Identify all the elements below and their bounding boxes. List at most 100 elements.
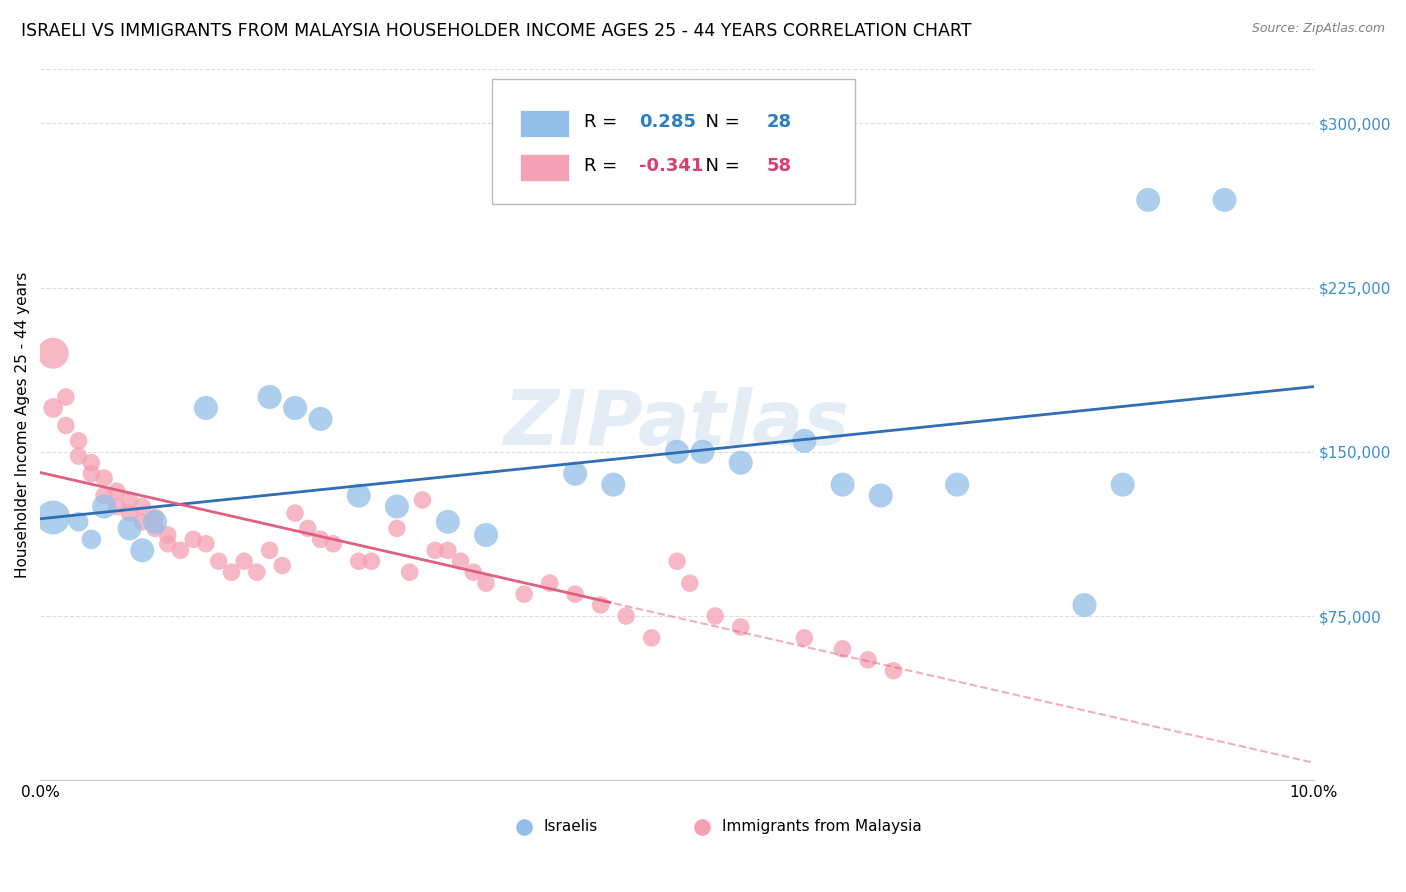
Point	[143, 521, 166, 535]
Y-axis label: Householder Income Ages 25 - 44 years: Householder Income Ages 25 - 44 years	[15, 271, 30, 578]
Point	[297, 521, 319, 535]
Point	[42, 346, 65, 360]
Point	[831, 641, 853, 656]
Point	[513, 587, 536, 601]
Point	[181, 533, 204, 547]
Point	[105, 500, 128, 514]
Point	[1073, 598, 1095, 612]
Point	[221, 565, 243, 579]
Text: 0.285: 0.285	[638, 112, 696, 130]
Point	[208, 554, 231, 568]
Point	[564, 587, 586, 601]
Text: -0.341: -0.341	[638, 157, 703, 175]
FancyBboxPatch shape	[520, 111, 569, 137]
Point	[679, 576, 702, 591]
Point	[80, 467, 103, 481]
Point	[67, 515, 90, 529]
Point	[437, 543, 460, 558]
Text: N =: N =	[693, 157, 745, 175]
Point	[1213, 193, 1236, 207]
Point	[143, 510, 166, 524]
Point	[398, 565, 420, 579]
Point	[93, 489, 115, 503]
Point	[882, 664, 904, 678]
Point	[309, 533, 332, 547]
Point	[614, 609, 637, 624]
Point	[538, 576, 561, 591]
Point	[131, 500, 153, 514]
Text: ISRAELI VS IMMIGRANTS FROM MALAYSIA HOUSEHOLDER INCOME AGES 25 - 44 YEARS CORREL: ISRAELI VS IMMIGRANTS FROM MALAYSIA HOUS…	[21, 22, 972, 40]
Point	[360, 554, 382, 568]
Point	[793, 631, 815, 645]
Point	[55, 390, 77, 404]
Point	[194, 537, 217, 551]
Point	[666, 444, 689, 458]
Point	[347, 489, 370, 503]
Text: R =: R =	[583, 157, 623, 175]
Point	[169, 543, 191, 558]
Text: Source: ZipAtlas.com: Source: ZipAtlas.com	[1251, 22, 1385, 36]
Point	[284, 401, 307, 415]
Text: 58: 58	[766, 157, 792, 175]
Text: 28: 28	[766, 112, 792, 130]
Point	[42, 510, 65, 524]
Point	[271, 558, 294, 573]
Point	[831, 477, 853, 491]
Text: R =: R =	[583, 112, 623, 130]
Point	[118, 521, 141, 535]
Point	[118, 506, 141, 520]
Point	[385, 521, 408, 535]
Point	[450, 554, 472, 568]
Point	[131, 515, 153, 529]
Point	[856, 653, 879, 667]
Point	[423, 543, 446, 558]
Point	[640, 631, 662, 645]
Point	[602, 477, 624, 491]
Point	[93, 500, 115, 514]
Point	[463, 565, 485, 579]
Point	[692, 444, 714, 458]
Point	[730, 620, 752, 634]
Point	[589, 598, 612, 612]
Point	[80, 533, 103, 547]
Point	[156, 537, 179, 551]
Point	[411, 492, 433, 507]
Point	[93, 471, 115, 485]
FancyBboxPatch shape	[492, 79, 855, 203]
Point	[55, 418, 77, 433]
Text: Israelis: Israelis	[543, 819, 598, 834]
Text: Immigrants from Malaysia: Immigrants from Malaysia	[721, 819, 921, 834]
Point	[385, 500, 408, 514]
Point	[67, 434, 90, 448]
Point	[322, 537, 344, 551]
Point	[156, 528, 179, 542]
Point	[143, 515, 166, 529]
Point	[118, 492, 141, 507]
Point	[564, 467, 586, 481]
Point	[233, 554, 256, 568]
Point	[284, 506, 307, 520]
Point	[704, 609, 727, 624]
Point	[259, 390, 281, 404]
Point	[259, 543, 281, 558]
Point	[946, 477, 969, 491]
Point	[347, 554, 370, 568]
Point	[309, 412, 332, 426]
Point	[194, 401, 217, 415]
Point	[131, 543, 153, 558]
Point	[475, 528, 498, 542]
Point	[105, 484, 128, 499]
Point	[475, 576, 498, 591]
Point	[246, 565, 269, 579]
Point	[730, 456, 752, 470]
Point	[42, 401, 65, 415]
Point	[666, 554, 689, 568]
Point	[67, 449, 90, 463]
Point	[80, 456, 103, 470]
Text: N =: N =	[693, 112, 745, 130]
Point	[869, 489, 891, 503]
Point	[793, 434, 815, 448]
Point	[1111, 477, 1133, 491]
Point	[437, 515, 460, 529]
FancyBboxPatch shape	[520, 154, 569, 181]
